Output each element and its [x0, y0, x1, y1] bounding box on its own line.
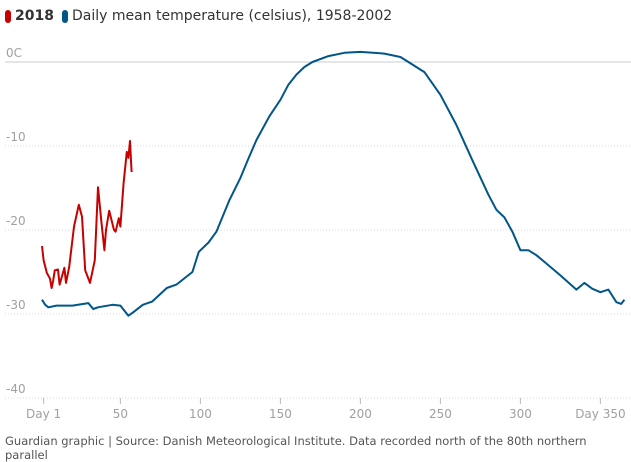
x-tick-label: 250: [429, 407, 452, 421]
y-tick-label: -20: [6, 214, 26, 228]
source-footer: Guardian graphic | Source: Danish Meteor…: [5, 434, 587, 462]
y-tick-label: -30: [6, 298, 26, 312]
legend-item-mean: Daily mean temperature (celsius), 1958-2…: [61, 8, 393, 24]
x-tick-label: 50: [113, 407, 128, 421]
x-tick-label: Day 1: [26, 407, 61, 421]
legend-swatch-mean: [61, 9, 68, 23]
y-tick-label: -40: [6, 382, 26, 396]
legend-label-2018: 2018: [15, 8, 54, 24]
y-tick-label: -10: [6, 130, 26, 144]
x-tick-label: 150: [269, 407, 292, 421]
series-line-2018: [41, 140, 133, 289]
series-line-mean: [41, 50, 626, 317]
legend-label-mean: Daily mean temperature (celsius), 1958-2…: [71, 8, 393, 24]
legend-item-2018: 2018: [5, 8, 54, 24]
legend-swatch-2018: [5, 9, 11, 23]
legend: 2018 Daily mean temperature (celsius), 1…: [5, 8, 400, 24]
x-tick-label: 100: [189, 407, 212, 421]
x-tick-label: 200: [349, 407, 372, 421]
x-tick-label: Day 350: [575, 407, 625, 421]
x-tick-label: 300: [509, 407, 532, 421]
y-tick-label: 0C: [6, 46, 22, 60]
